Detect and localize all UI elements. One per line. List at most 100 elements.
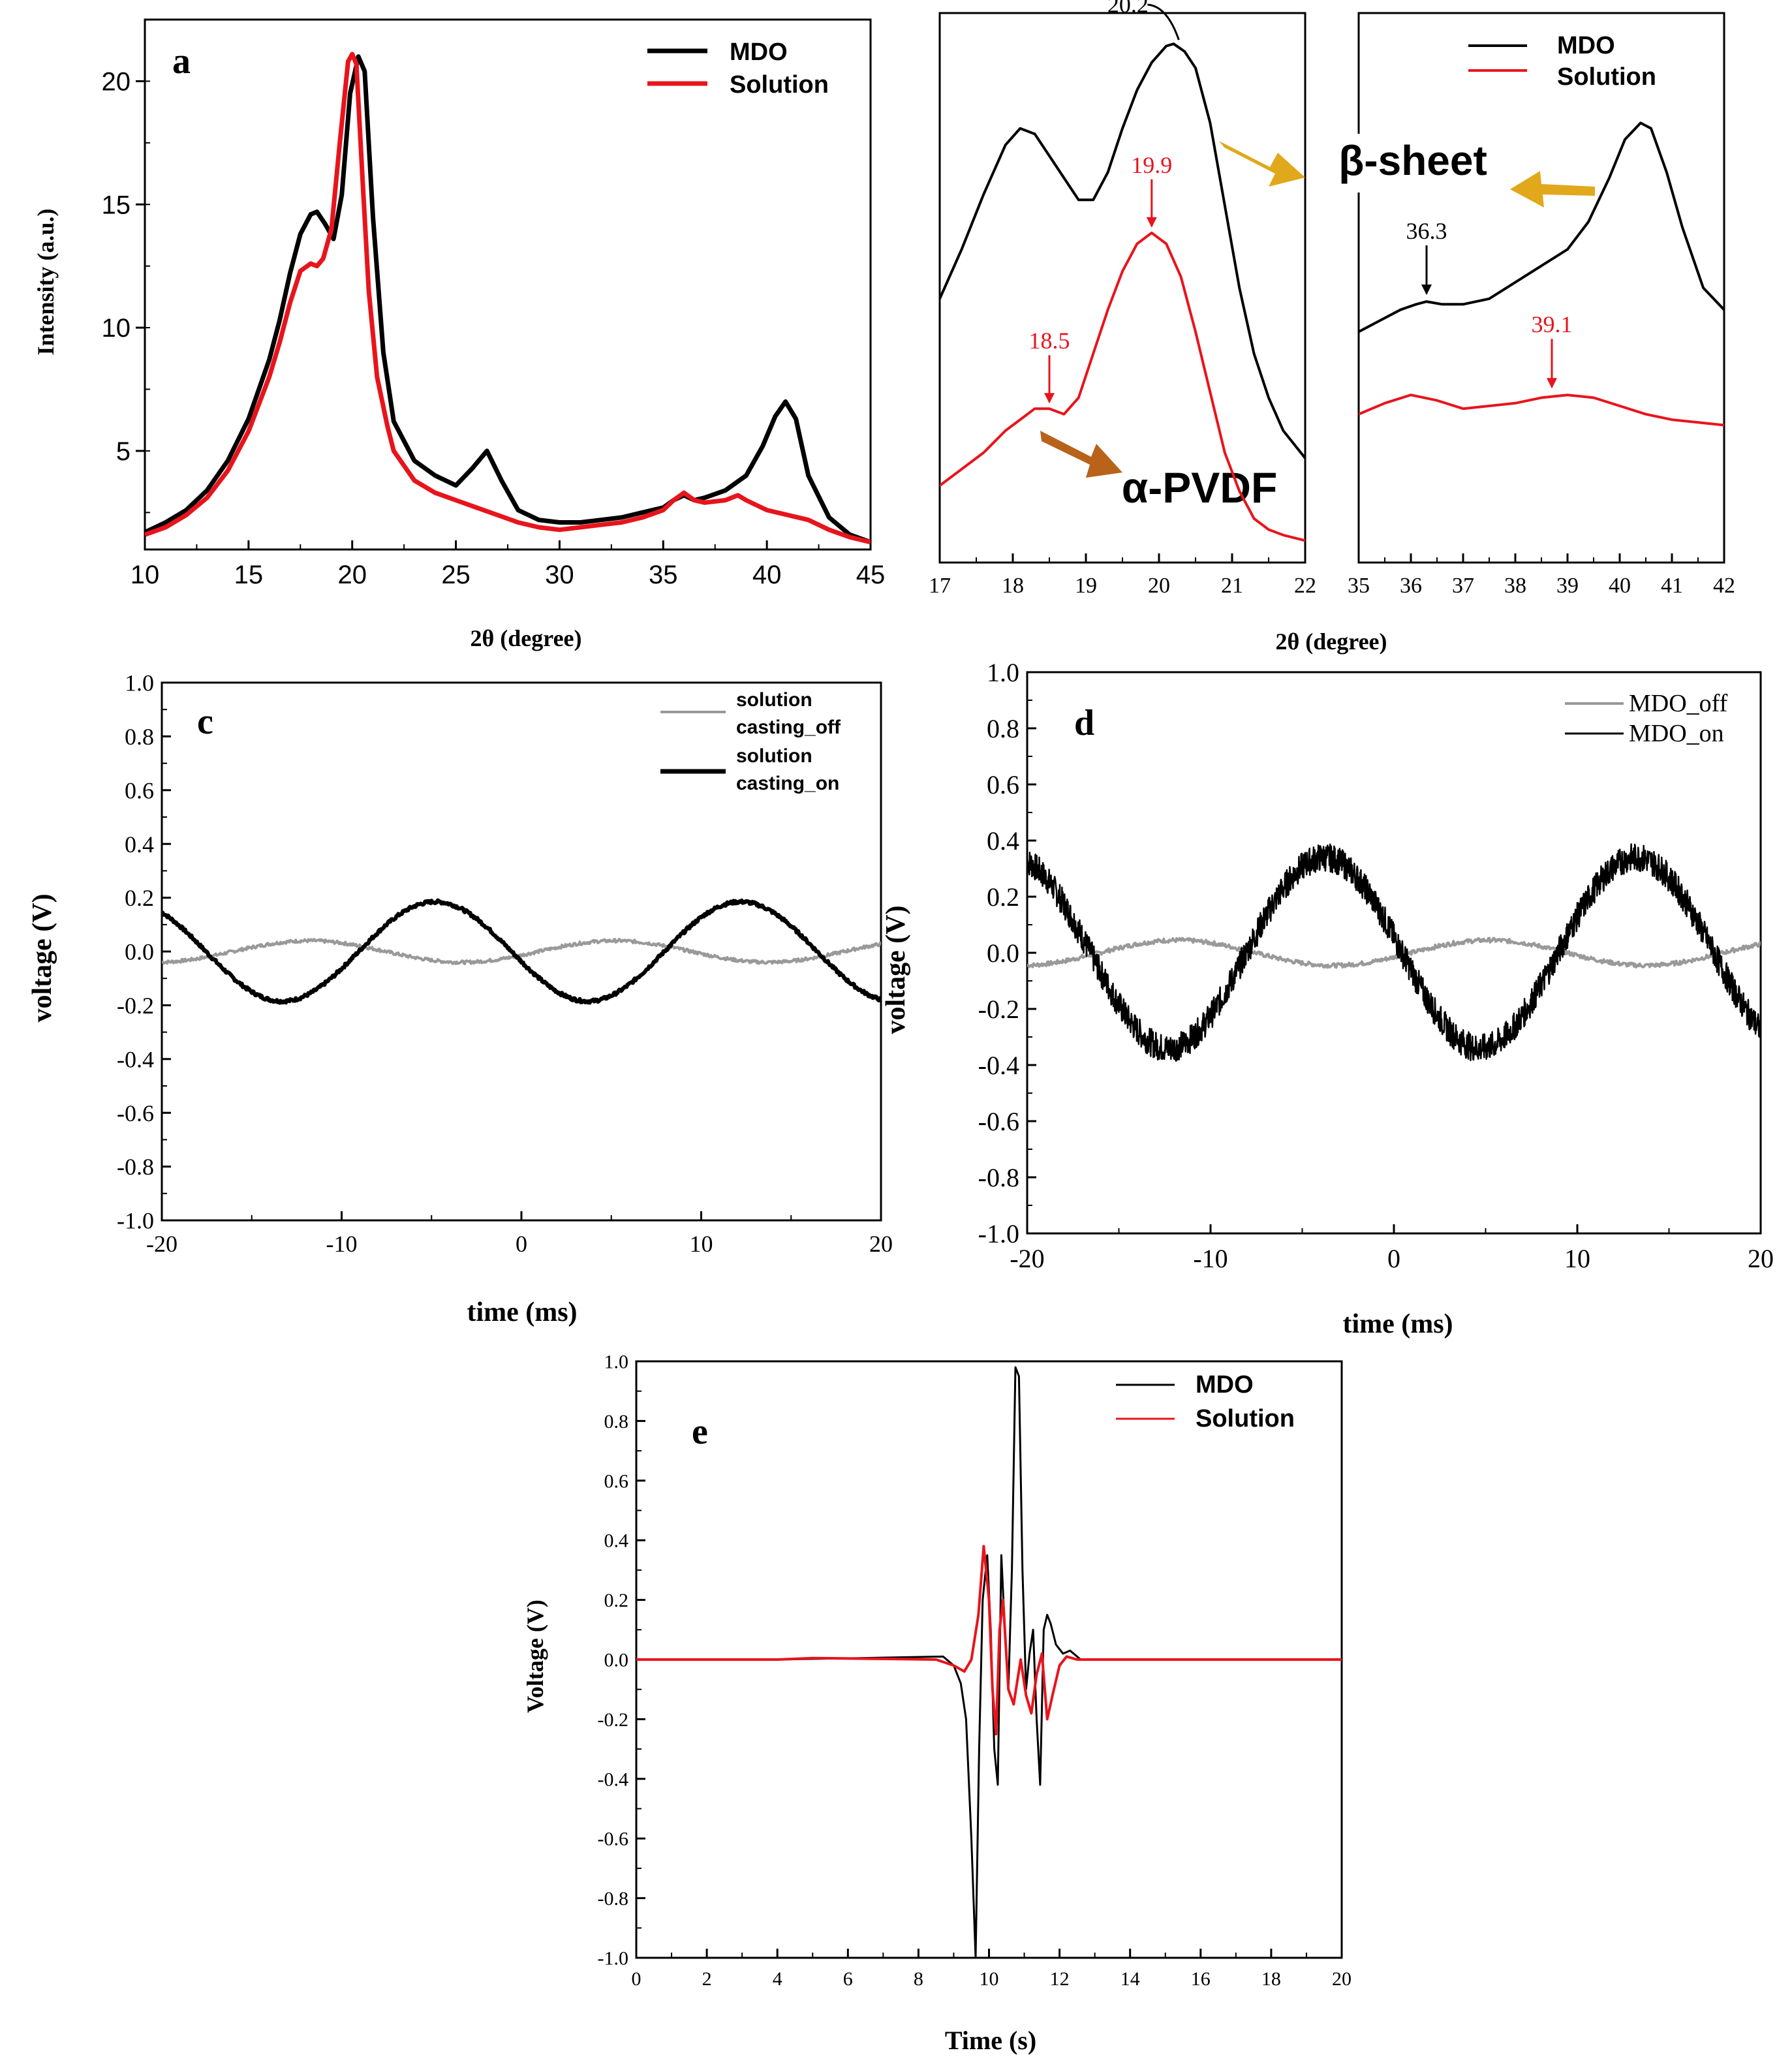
panel-d-label: d [1074,703,1094,743]
legend-d-off-label: MDO_off [1629,690,1728,717]
x-tick-label-b1: 22 [1294,574,1316,598]
panel-e-ylabel: Voltage (V) [522,1600,548,1713]
legend-c-on-line-2: casting_on [736,773,839,794]
legend-b-solution-label: Solution [1557,63,1656,91]
series-c-on-line [162,898,881,1005]
legend-b-mdo-label: MDO [1557,32,1615,59]
y-tick-label-e: -0.8 [598,1888,629,1910]
legend-c-off-line-1: solution [736,689,812,711]
y-tick-label-e: 0.2 [604,1590,629,1611]
x-tick-label-c: -10 [326,1231,358,1257]
x-tick-label-e: 12 [1050,1968,1070,1990]
arrow-alpha [1040,431,1122,478]
y-tick-label-d: -0.6 [978,1107,1019,1136]
x-tick-label-a: 25 [441,561,471,589]
alpha-pvdf-callout: α-PVDF [1122,463,1278,512]
y-tick-label-a: 10 [102,314,131,343]
x-tick-label-d: 10 [1564,1244,1590,1273]
x-tick-label-a: 20 [337,561,367,589]
y-tick-label-c: 0.8 [125,724,154,750]
x-tick-label-e: 2 [702,1968,712,1990]
x-tick-label-e: 4 [773,1968,782,1990]
series-b1-solution-line [940,231,1305,542]
panel-c-label: c [197,702,213,742]
annotation-b1-peak: 18.5 [1029,328,1070,354]
x-tick-label-e: 0 [632,1968,641,1990]
x-tick-label-b2: 42 [1713,574,1735,598]
x-tick-label-b2: 41 [1661,574,1683,598]
x-tick-label-d: -20 [1010,1244,1044,1273]
x-tick-label-e: 14 [1120,1968,1140,1990]
panel-b2-frame [1357,12,1725,564]
series-d-off-line [1027,936,1761,969]
y-tick-label-d: 0.4 [987,826,1019,856]
panel-a-xlabel: 2θ (degree) [470,625,581,651]
panel-a-ylabel: Intensity (a.u.) [33,208,59,355]
y-tick-label-e: 0.8 [604,1411,629,1432]
series-b2-mdo-line [1359,121,1724,333]
y-tick-label-d: -0.8 [978,1163,1019,1192]
x-tick-label-d: 0 [1387,1244,1400,1273]
x-tick-label-c: 20 [869,1231,893,1257]
legend-a-solution-label: Solution [730,71,829,99]
x-tick-label-a: 10 [131,561,160,589]
x-tick-label-b2: 40 [1609,574,1631,598]
panel-d-xlabel: time (ms) [1342,1309,1453,1339]
beta-sheet-callout: β-sheet [1338,137,1487,184]
x-tick-label-a: 30 [545,561,574,589]
x-tick-label-c: 0 [516,1231,527,1257]
y-tick-label-c: -0.8 [117,1154,154,1180]
panel-e-xlabel: Time (s) [945,2026,1036,2055]
x-tick-label-e: 18 [1261,1968,1281,1990]
y-tick-label-e: -0.6 [598,1829,629,1850]
x-tick-label-a: 15 [234,561,264,589]
legend-a-mdo-label: MDO [730,39,788,66]
frame-d [1026,671,1762,1235]
panel-a: a Intensity (a.u.) 2θ (degree) MDO Solut… [33,39,829,651]
x-tick-label-e: 10 [980,1968,999,1990]
x-tick-label-d: -10 [1193,1244,1228,1273]
x-tick-label-e: 20 [1332,1968,1352,1990]
x-tick-label-c: -20 [146,1231,178,1257]
panel-c-xlabel: time (ms) [467,1297,577,1327]
y-tick-label-a: 20 [102,67,131,96]
series-b2-solution-line [1359,394,1724,427]
panel-e-label: e [692,1412,708,1452]
x-tick-label-b2: 36 [1400,574,1422,598]
y-tick-label-c: -0.2 [117,993,154,1019]
annotation-b1-arrowhead [1146,217,1157,228]
x-tick-label-e: 16 [1191,1968,1211,1990]
y-tick-label-a: 15 [102,191,131,219]
annotation-b1-arrow [1147,3,1180,40]
y-tick-label-d: 0.2 [987,882,1019,912]
y-tick-label-e: -1.0 [598,1948,629,1970]
y-tick-label-d: -0.4 [978,1051,1019,1080]
annotation-b2-peak: 36.3 [1406,218,1447,244]
beta-callout-bg [1312,134,1501,193]
legend-d-on-label: MDO_on [1629,720,1724,747]
y-tick-label-e: 0.6 [604,1470,629,1492]
legend-c-off-label: solution casting_off [736,689,841,738]
y-tick-label-c: -0.4 [117,1046,154,1072]
y-tick-label-e: 0.4 [604,1530,629,1552]
y-tick-label-c: 0.2 [125,885,154,911]
series-a-solution-line [145,52,871,545]
x-tick-label-b2: 38 [1504,574,1526,598]
x-tick-label-c: 10 [690,1231,713,1257]
x-tick-label-d: 20 [1748,1244,1774,1273]
x-tick-label-e: 6 [843,1968,853,1990]
x-tick-label-b2: 37 [1452,574,1474,598]
y-tick-label-d: -0.2 [978,995,1019,1024]
y-tick-label-e: -0.4 [598,1769,629,1790]
panel-b-xlabel: 2θ (degree) [1275,628,1387,655]
y-tick-label-c: 0.4 [125,831,154,858]
annotation-b2-arrowhead [1421,285,1432,296]
panel-e: e Voltage (V) Time (s) MDO Solution [522,1371,1295,2055]
series-a-mdo-line [145,54,871,544]
y-tick-label-c: -1.0 [117,1208,154,1234]
x-tick-label-b1: 21 [1221,574,1243,598]
x-tick-label-b2: 39 [1556,574,1579,598]
y-tick-label-a: 5 [116,437,131,466]
x-tick-label-b2: 35 [1348,574,1370,598]
